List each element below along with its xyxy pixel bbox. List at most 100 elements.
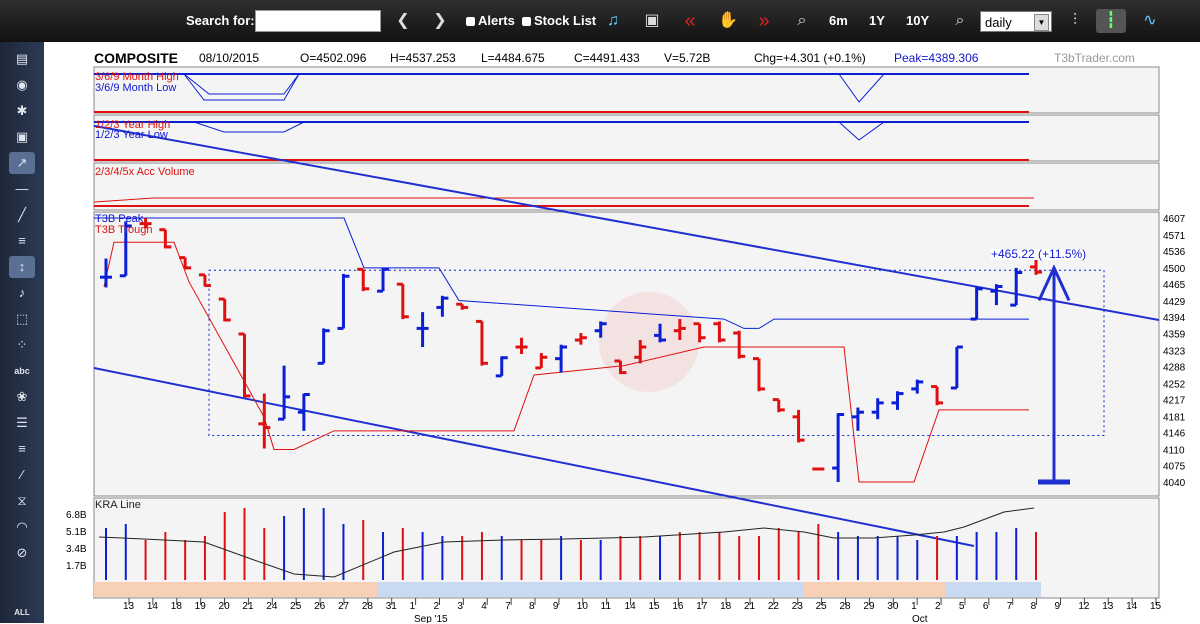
list-icon[interactable]: ☰ [16,415,28,430]
price-bar [198,273,211,288]
hand-icon[interactable]: ✋ [718,12,738,29]
stocklist-checkbox[interactable] [522,17,531,26]
x-tick-label: 15 [1150,601,1162,612]
trend-icon[interactable]: ∿ [1143,12,1157,29]
price-bar [297,393,310,431]
price-bar [475,319,488,366]
year-low-label: 1/2/3 Year Low [95,129,168,141]
x-tick-label: 18 [171,601,183,612]
x-tick-label: 21 [242,601,254,612]
chart-svg[interactable]: 4607457145364500446544294394435943234288… [44,42,1200,623]
measure-arrow-head [1037,264,1071,302]
price-bar [139,218,152,229]
kra-tick-label: 6.8B [66,510,87,521]
box-icon[interactable]: ⬚ [15,311,29,326]
measure-icon[interactable]: ↕ [9,256,35,278]
watermark-logo [599,292,699,392]
x-tick-label: 13 [123,601,135,612]
x-tick-label: 14 [625,601,637,612]
kra-panel [93,497,1160,599]
indicator-icon[interactable]: ⫶ [1072,12,1077,29]
price-bar [931,385,944,406]
month-label-oct: Oct [912,614,928,623]
text-icon[interactable]: abc [14,366,30,376]
delete-all-label: ALL [14,608,30,617]
interval-select[interactable]: daily ▼ [980,11,1052,32]
x-tick-label: 28 [362,601,374,612]
month-dip-line-2 [183,73,300,101]
month-label-sep: Sep '15 [414,614,448,623]
x-tick-label: 3 [457,601,463,612]
x-tick-label: 27 [338,601,350,612]
range-1y-button[interactable]: 1Y [869,13,885,28]
header-low: L=4484.675 [481,51,545,65]
chart-edit-icon[interactable]: ↗ [9,152,35,174]
forward-icon[interactable]: » [758,10,770,32]
alerts-checkbox[interactable] [466,17,475,26]
price-bar [218,297,231,322]
hline-icon[interactable]: — [15,181,29,196]
price-bar [495,356,508,378]
t3b-peak-label: T3B Peak [95,213,144,225]
price-tick-label: 4288 [1163,363,1186,374]
price-bar [970,286,983,321]
bars-icon[interactable]: ┇ [1096,9,1126,33]
x-tick-label: 25 [816,601,828,612]
magic-icon[interactable]: ✱ [16,103,28,118]
bell-icon[interactable]: ♫ [607,12,619,29]
save-icon[interactable]: ▣ [15,129,29,144]
bookmark-icon[interactable]: ◉ [16,77,28,92]
price-bar [436,295,449,317]
range-6m-button[interactable]: 6m [829,13,848,28]
search-input[interactable] [255,10,381,32]
price-bar [535,353,548,370]
x-tick-label: 28 [840,601,852,612]
price-bar [238,332,251,398]
price-tick-label: 4252 [1163,379,1186,390]
channel-icon[interactable]: ≡ [18,233,26,248]
price-tick-label: 4465 [1163,280,1186,291]
acc-volume-wave [93,197,1034,203]
x-tick-label: 1 [911,601,917,612]
line-icon[interactable]: ╱ [18,207,26,222]
zoom-in-icon[interactable]: ⌕ [797,12,807,29]
price-bar [357,267,370,292]
price-bar [574,333,587,345]
range-10y-button[interactable]: 10Y [906,13,930,28]
x-tick-label: 8 [529,601,535,612]
price-bar [772,398,785,413]
price-bar [752,357,765,392]
camera-icon[interactable]: ▣ [644,12,660,29]
price-tick-label: 4181 [1163,412,1186,423]
x-tick-label: 21 [744,601,756,612]
x-tick-label: 30 [887,601,899,612]
delete-all-icon[interactable]: ⊘ [16,545,28,560]
search-label: Search for: [186,13,255,28]
rewind-icon[interactable]: « [684,10,696,32]
alert-bell-icon[interactable]: ♪ [18,285,26,300]
x-tick-label: 5 [959,601,965,612]
kra-tick-label: 5.1B [66,527,87,538]
kra-line [98,507,1035,578]
chart-area[interactable]: 4607 4571 4536 4500 4465 4429 4394 4359 4323 4288… [44,42,1200,623]
fib-icon[interactable]: ≡ [18,441,26,456]
price-tick-label: 4040 [1163,478,1186,489]
alerts-toggle[interactable]: Alerts [466,0,515,42]
x-tick-label: 29 [863,601,875,612]
dots-icon[interactable]: ⁘ [16,337,28,352]
draw-icon[interactable]: ∕ [20,467,24,482]
next-icon[interactable]: ❯ [433,12,447,29]
arc-icon[interactable]: ◠ [16,519,28,534]
gain-annotation: +465.22 (+11.5%) [991,247,1087,261]
price-bar [693,322,706,343]
watchlist-icon[interactable]: ▤ [15,51,29,66]
prev-icon[interactable]: ❮ [396,12,410,29]
color-icon[interactable]: ❀ [16,389,28,404]
price-bar [179,256,192,270]
price-bar [337,273,350,330]
stocklist-toggle[interactable]: Stock List [522,0,596,42]
x-tick-label: 20 [219,601,231,612]
fan-icon[interactable]: ⧖ [17,493,27,508]
price-tick-label: 4571 [1163,231,1186,242]
zoom-out-icon[interactable]: ⌕ [955,12,965,29]
